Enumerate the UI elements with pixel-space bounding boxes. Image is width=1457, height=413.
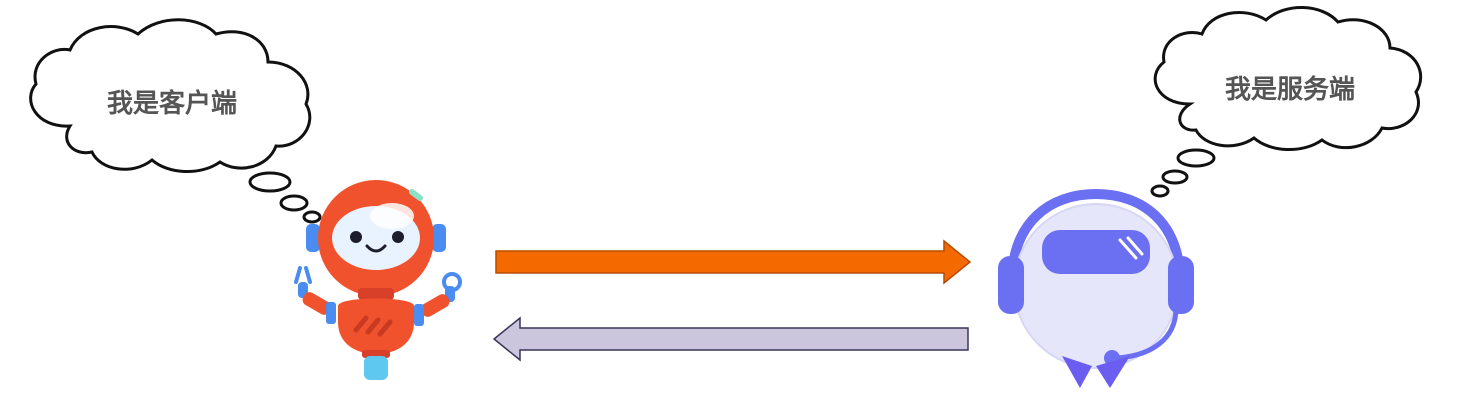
- client-thought-dot-small: [302, 210, 322, 224]
- right-ear: [432, 224, 446, 252]
- server-thought-dot-small: [1150, 184, 1170, 198]
- client-thought-bubble: 我是客户端: [29, 18, 322, 224]
- server-bubble-text: 我是服务端: [1225, 75, 1355, 105]
- left-arm: [294, 266, 336, 324]
- left-earcup: [998, 256, 1024, 314]
- client-robot: [294, 180, 462, 380]
- right-eye: [392, 231, 404, 243]
- server-thought-bubble: 我是服务端: [1150, 6, 1423, 198]
- server-thought-dot-large: [1176, 148, 1216, 168]
- server-robot: [998, 188, 1194, 388]
- right-arm: [414, 272, 462, 326]
- response-arrow: [492, 316, 969, 362]
- server-visor: [1042, 230, 1150, 274]
- smile: [365, 244, 387, 253]
- client-bubble-text: 我是客户端: [107, 88, 237, 119]
- headset-band: [1007, 188, 1185, 283]
- left-ear: [306, 224, 320, 252]
- robot-foot: [364, 356, 388, 380]
- right-earcup: [1168, 256, 1194, 314]
- headset-mic-arm: [1113, 305, 1179, 361]
- client-thought-dot-large: [248, 171, 292, 193]
- server-cloud-shape: [1153, 6, 1423, 152]
- client-cloud-shape: [29, 18, 312, 174]
- request-arrow: [495, 239, 972, 285]
- client-thought-dot-medium: [279, 194, 309, 212]
- bow-tie: [1062, 356, 1130, 388]
- server-thought-dot-medium: [1161, 169, 1189, 185]
- left-eye: [350, 231, 362, 243]
